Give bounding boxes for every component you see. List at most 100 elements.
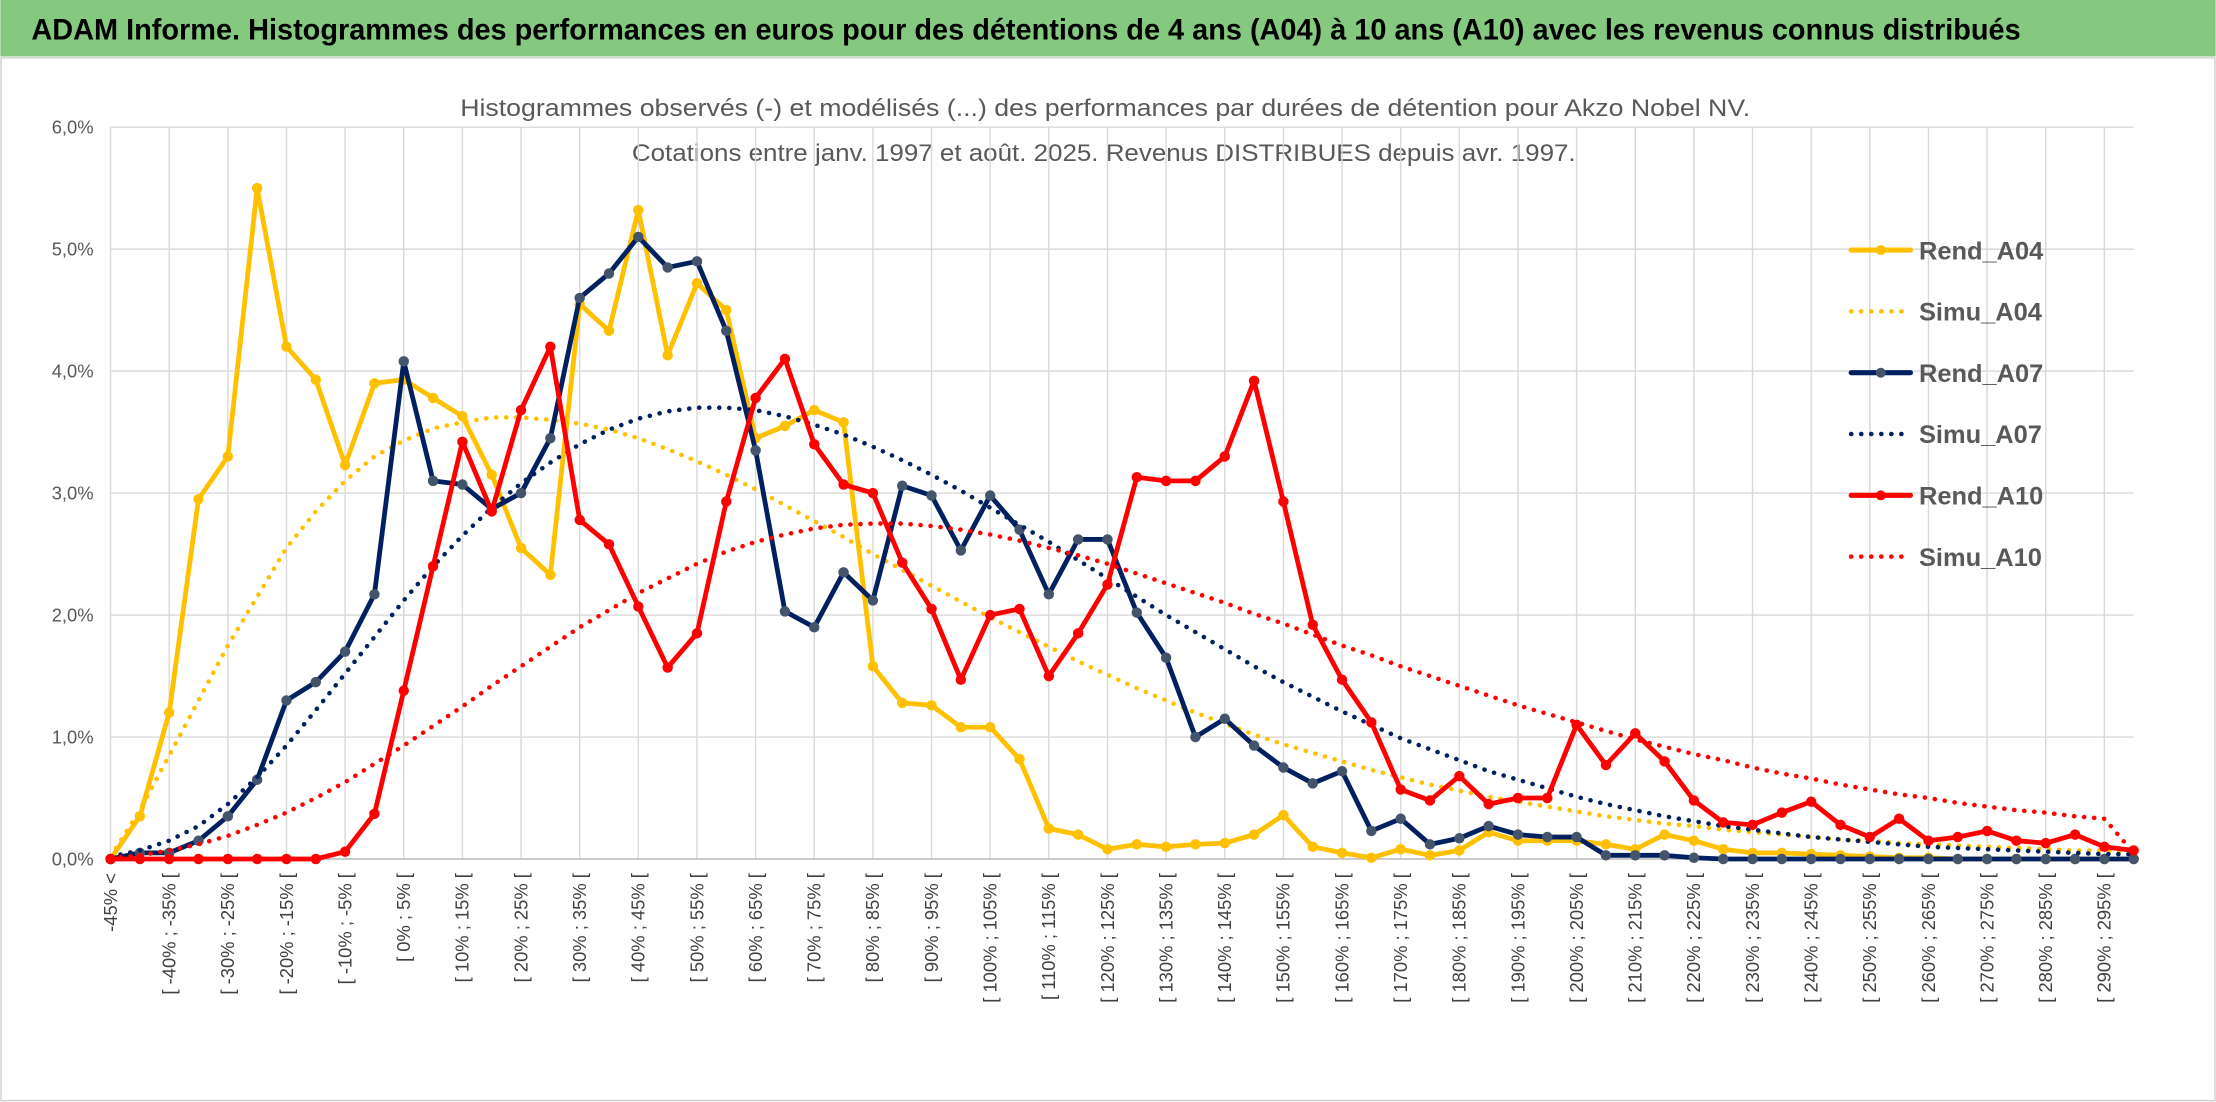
point-marker	[574, 514, 585, 526]
point-marker	[1043, 589, 1055, 600]
point-marker	[1102, 844, 1113, 855]
x-tick-label: [ 160% ; 165% [	[1331, 873, 1352, 1003]
point-marker	[545, 341, 556, 352]
point-marker	[515, 542, 527, 554]
point-marker	[779, 420, 791, 432]
point-marker	[1454, 833, 1465, 844]
x-tick-label: [ 150% ; 155% [	[1273, 873, 1294, 1003]
point-marker	[1512, 792, 1524, 804]
x-tick-label: [ 180% ; 185% [	[1449, 873, 1470, 1003]
point-marker	[1542, 831, 1553, 843]
model-line	[108, 405, 2136, 859]
point-marker	[867, 595, 879, 606]
point-marker	[1512, 829, 1524, 840]
point-marker	[662, 350, 673, 361]
point-marker	[1160, 652, 1172, 663]
point-marker	[1747, 819, 1758, 831]
point-marker	[750, 392, 761, 404]
point-marker	[779, 353, 791, 365]
legend-marker	[1875, 490, 1886, 501]
point-marker	[2099, 853, 2110, 865]
point-marker	[691, 278, 703, 289]
point-marker	[838, 417, 849, 428]
point-marker	[1688, 795, 1700, 806]
point-marker	[867, 487, 879, 499]
point-marker	[867, 661, 879, 672]
point-marker	[1835, 819, 1846, 831]
point-marker	[281, 695, 292, 706]
point-marker	[1483, 798, 1494, 810]
point-marker	[398, 356, 409, 367]
point-marker	[1307, 778, 1318, 789]
point-marker	[1190, 731, 1201, 743]
point-marker	[1747, 853, 1758, 865]
point-marker	[633, 231, 644, 243]
point-marker	[1072, 628, 1084, 639]
point-marker	[369, 378, 380, 389]
point-marker	[1014, 603, 1025, 615]
point-marker	[1190, 839, 1201, 850]
point-marker	[1278, 496, 1289, 507]
point-marker	[222, 811, 234, 822]
point-marker	[633, 204, 644, 216]
point-marker	[1717, 844, 1729, 855]
point-marker	[1219, 451, 1230, 462]
legend-label: Simu_A10	[1919, 544, 2042, 572]
chart-border	[0, 57, 2216, 1102]
plot	[105, 182, 2139, 865]
point-marker	[691, 256, 703, 267]
point-marker	[1307, 841, 1318, 853]
point-marker	[1805, 796, 1817, 807]
point-marker	[251, 182, 263, 194]
point-marker	[1219, 837, 1230, 849]
point-marker	[1952, 853, 1964, 865]
point-marker	[1688, 835, 1700, 846]
x-tick-label: [ 220% ; 225% [	[1683, 873, 1704, 1003]
grid: 0,0% 1,0% 2,0% 3,0% 4,0% 5,0% 6,0% -45% < [ -40%…	[52, 117, 2134, 1003]
point-marker	[1014, 753, 1025, 765]
point-marker	[1248, 740, 1260, 751]
point-marker	[1219, 713, 1230, 724]
header-title: ADAM Informe. Histogrammes des performan…	[31, 14, 2020, 47]
point-marker	[1102, 534, 1113, 545]
point-marker	[1366, 852, 1377, 864]
point-marker	[1160, 475, 1172, 487]
point-marker	[809, 622, 820, 633]
x-tick-label: [ 70% ; 75% [	[804, 873, 825, 982]
point-marker	[1424, 850, 1436, 861]
point-marker	[1043, 823, 1055, 834]
point-marker	[1190, 475, 1201, 487]
x-tick-label: [ -40% ; -35% [	[159, 873, 180, 994]
point-marker	[1278, 809, 1289, 821]
legend-label: Simu_A07	[1919, 421, 2042, 449]
point-marker	[486, 506, 497, 517]
y-tick-label: 0,0%	[52, 848, 94, 869]
x-tick-label: [ -20% ; -15% [	[276, 873, 297, 994]
point-marker	[1424, 839, 1436, 850]
x-tick-label: [ -30% ; -25% [	[217, 873, 238, 994]
x-tick-label: [ 230% ; 235% [	[1742, 873, 1763, 1003]
point-marker	[721, 496, 732, 507]
x-tick-label: -45% <	[100, 873, 121, 932]
point-marker	[1043, 670, 1055, 682]
point-marker	[1893, 853, 1905, 865]
point-marker	[1395, 784, 1406, 795]
point-marker	[310, 676, 322, 688]
x-tick-label: [ 40% ; 45% [	[628, 873, 649, 982]
point-marker	[1630, 850, 1641, 861]
point-marker	[955, 674, 967, 685]
point-marker	[1424, 795, 1436, 806]
point-marker	[1395, 813, 1406, 824]
point-marker	[1893, 813, 1905, 824]
point-marker	[1131, 471, 1143, 483]
point-marker	[896, 557, 908, 568]
point-marker	[662, 662, 673, 673]
point-marker	[809, 439, 820, 450]
point-marker	[1600, 759, 1612, 771]
x-tick-label: [ 90% ; 95% [	[921, 873, 942, 982]
y-tick-label: 5,0%	[52, 238, 94, 259]
point-marker	[1630, 728, 1641, 739]
point-marker	[750, 445, 761, 456]
point-marker	[2040, 837, 2051, 849]
point-marker	[1600, 850, 1612, 861]
